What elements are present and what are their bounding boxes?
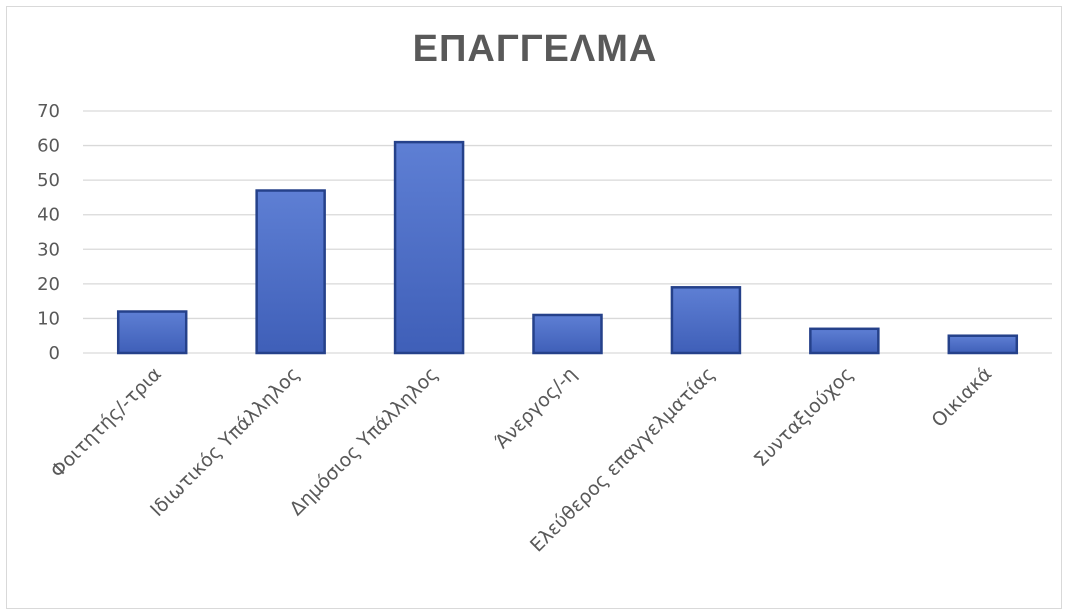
x-category-label: Άνεργος/-η bbox=[491, 363, 581, 453]
bar bbox=[532, 313, 603, 355]
bar bbox=[116, 310, 188, 355]
x-category-label: Ιδιωτικός Υπάλληλος bbox=[146, 363, 304, 521]
bar bbox=[393, 140, 465, 355]
x-category-label: Οικιακά bbox=[928, 363, 997, 432]
y-tick-label: 70 bbox=[37, 101, 60, 122]
y-tick-label: 0 bbox=[49, 343, 60, 364]
y-tick-label: 30 bbox=[37, 239, 60, 260]
x-category-label: Φοιτητής/-τρια bbox=[46, 363, 165, 482]
y-tick-label: 60 bbox=[37, 136, 60, 157]
y-tick-label: 10 bbox=[37, 308, 60, 329]
bar bbox=[809, 327, 880, 355]
y-tick-label: 50 bbox=[37, 170, 60, 191]
bar bbox=[670, 286, 742, 355]
chart-title: ΕΠΑΓΓΕΛΜΑ bbox=[412, 28, 658, 70]
x-category-label: Δημόσιος Υπάλληλος bbox=[286, 363, 443, 520]
bars bbox=[116, 140, 1019, 355]
gridlines bbox=[83, 110, 1052, 354]
x-category-label: Συνταξιούχος bbox=[750, 363, 858, 471]
y-tick-label: 20 bbox=[37, 274, 60, 295]
chart-frame bbox=[6, 6, 1062, 609]
y-tick-label: 40 bbox=[37, 205, 60, 226]
y-axis: 0 10 20 30 40 50 60 70 bbox=[37, 101, 60, 364]
bar bbox=[947, 334, 1019, 355]
bar bbox=[255, 189, 326, 355]
